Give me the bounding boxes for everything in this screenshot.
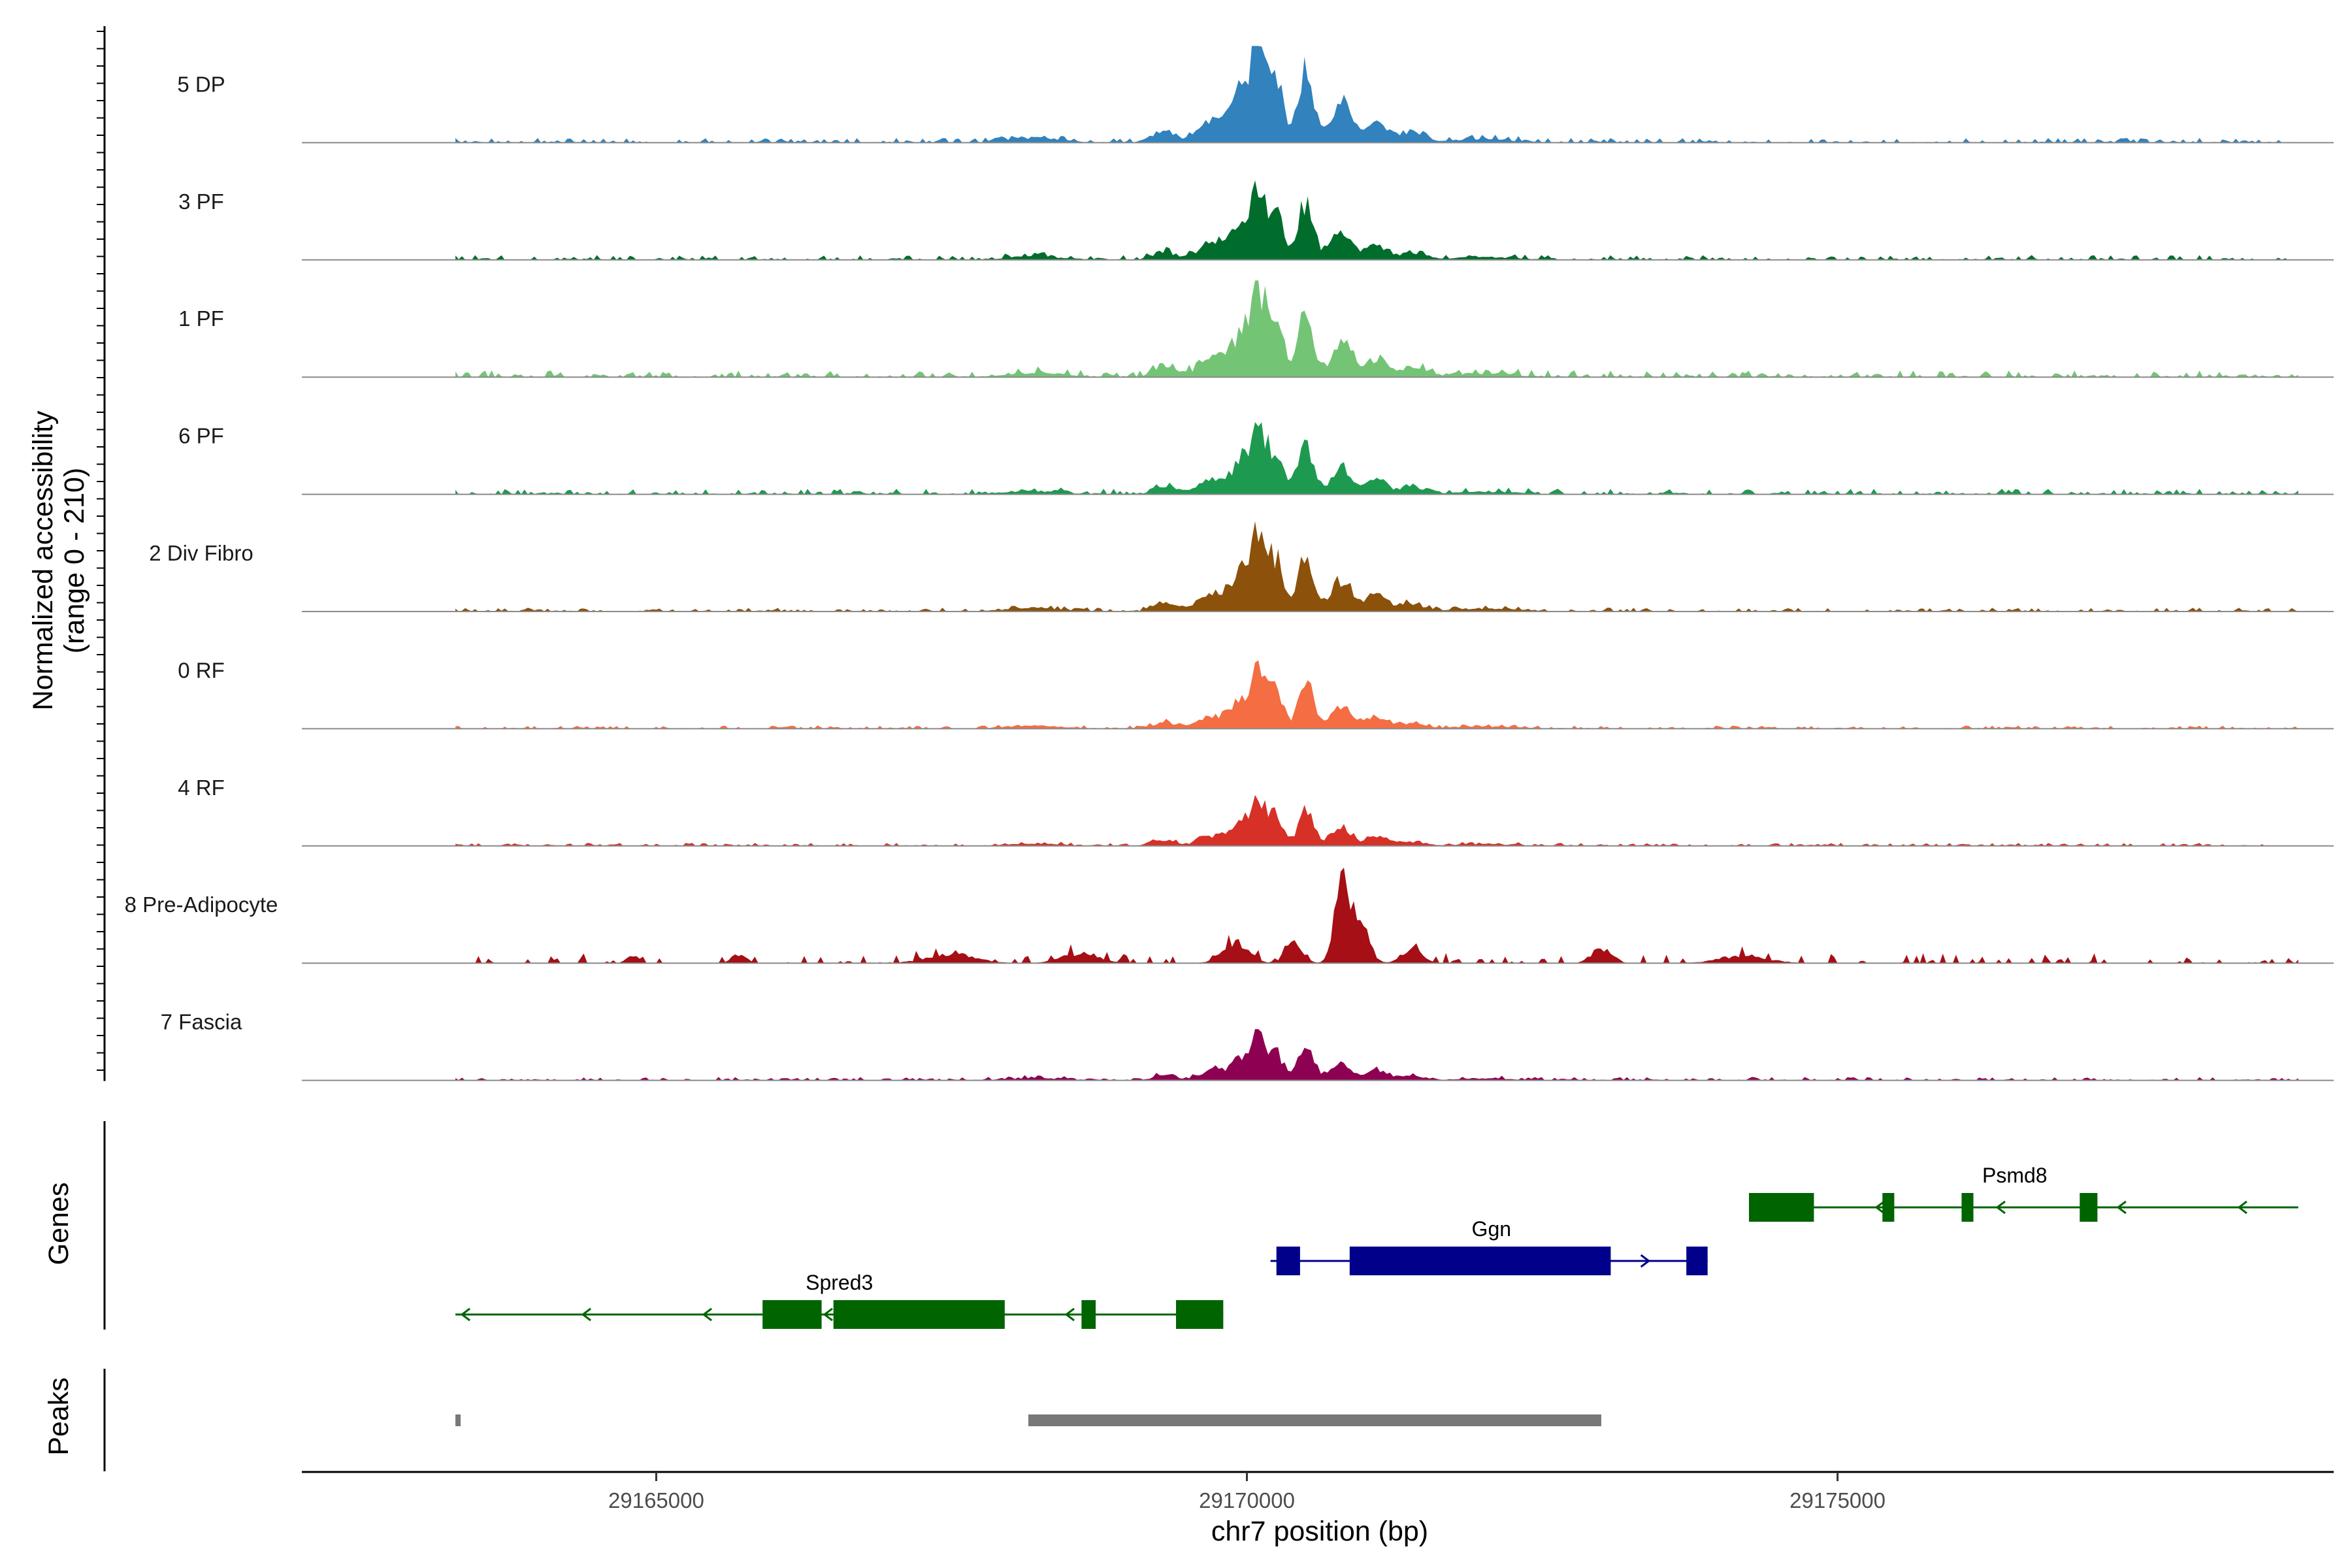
exon-psmd8-2	[1961, 1193, 1974, 1222]
peak-bar-0	[455, 1414, 461, 1426]
strand-arrow-icon	[460, 1307, 470, 1322]
coverage-area-3	[455, 422, 2298, 495]
strand-arrow-icon	[702, 1307, 712, 1322]
peaks-panel-label: Peaks	[43, 1377, 74, 1456]
strand-arrow-icon	[581, 1307, 591, 1322]
track-label-3: 6 PF	[178, 424, 224, 448]
gene-annotation-panel: Spred3 Ggn Psmd8	[103, 1121, 2298, 1330]
exon-spred3-2	[1081, 1300, 1096, 1329]
track-label-5: 0 RF	[178, 658, 225, 682]
x-axis: 29165000 29170000 29175000	[302, 1471, 2334, 1512]
exon-spred3-0	[762, 1300, 822, 1329]
strand-arrow-icon	[1995, 1200, 2006, 1215]
peaks-panel	[103, 1369, 1601, 1471]
strand-arrow-icon	[1874, 1200, 1885, 1215]
exon-psmd8-1	[1882, 1193, 1895, 1222]
exon-spred3-3	[1176, 1300, 1224, 1329]
exon-psmd8-0	[1748, 1193, 1814, 1222]
coverage-area-0	[455, 46, 2298, 143]
gene-label-psmd8: Psmd8	[1982, 1164, 2048, 1187]
track-label-1: 3 PF	[178, 189, 224, 214]
strand-arrow-icon	[1640, 1254, 1651, 1268]
exon-ggn-2	[1686, 1247, 1708, 1275]
exon-ggn-1	[1349, 1247, 1611, 1275]
strand-arrow-icon	[2237, 1200, 2247, 1215]
coverage-area-4	[455, 521, 2298, 612]
x-tick-label-0: 29165000	[608, 1488, 704, 1512]
x-tick-label-1: 29170000	[1199, 1488, 1295, 1512]
exon-ggn-0	[1276, 1247, 1300, 1275]
track-label-8: 7 Fascia	[161, 1010, 242, 1034]
track-label-4: 2 Div Fibro	[149, 541, 253, 565]
peak-bar-1	[1028, 1414, 1601, 1426]
coverage-area-7	[455, 868, 2298, 964]
coverage-area-6	[455, 794, 2298, 846]
x-tick-label-2: 29175000	[1789, 1488, 1886, 1512]
strand-arrow-icon	[823, 1307, 833, 1322]
track-label-2: 1 PF	[178, 306, 224, 331]
coverage-area-8	[455, 1029, 2298, 1081]
x-axis-title: chr7 position (bp)	[1211, 1516, 1428, 1547]
track-label-6: 4 RF	[178, 776, 225, 800]
coverage-area-5	[455, 660, 2298, 729]
coverage-area-2	[455, 280, 2298, 378]
y-axis-title-line1: Normalized accessibility	[27, 410, 59, 710]
y-axis-title-line2: (range 0 - 210)	[59, 468, 90, 653]
coverage-tracks: 5 DP 3 PF 1 PF 6 PF 2 Div Fibro 0 RF 4 RF 8 Pre…	[97, 26, 2334, 1081]
gene-label-ggn: Ggn	[1472, 1217, 1511, 1241]
coverage-area-1	[455, 180, 2298, 260]
gene-label-spred3: Spred3	[806, 1271, 873, 1294]
genes-panel-label: Genes	[43, 1183, 74, 1266]
exon-spred3-1	[833, 1300, 1005, 1329]
strand-arrow-icon	[1064, 1307, 1075, 1322]
track-label-7: 8 Pre-Adipocyte	[125, 892, 278, 917]
track-label-0: 5 DP	[177, 72, 225, 96]
strand-arrow-icon	[2116, 1200, 2127, 1215]
exon-psmd8-3	[2080, 1193, 2098, 1222]
